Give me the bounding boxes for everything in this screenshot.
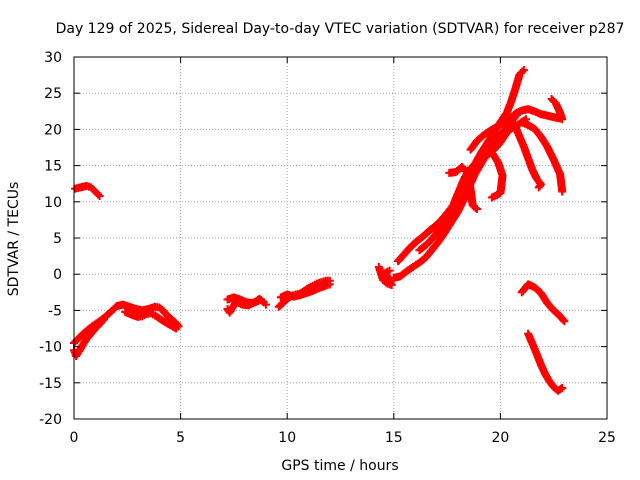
chart-title: Day 129 of 2025, Sidereal Day-to-day VTE… — [56, 21, 625, 37]
y-tick-label: 30 — [44, 50, 62, 66]
data-point — [472, 205, 481, 214]
y-tick-label: 25 — [44, 86, 62, 102]
series-s17 — [547, 94, 567, 124]
series-s16 — [517, 118, 567, 196]
data-point — [558, 115, 567, 124]
data-point — [471, 203, 480, 212]
data-point — [518, 67, 527, 76]
y-tick-label: -15 — [39, 376, 62, 392]
y-tick-label: 10 — [44, 195, 62, 211]
data-point — [558, 383, 567, 392]
y-tick-label: 15 — [44, 159, 62, 175]
series-s20 — [517, 280, 569, 326]
series-s15 — [504, 116, 545, 192]
y-tick-label: -20 — [39, 412, 62, 428]
data-point — [255, 296, 264, 305]
series-s4 — [121, 307, 181, 333]
data-point — [261, 300, 270, 309]
data-point — [559, 315, 568, 324]
series-s6 — [223, 293, 264, 308]
x-tick-label: 5 — [176, 430, 185, 446]
x-tick-label: 10 — [278, 430, 296, 446]
data-point — [172, 324, 181, 333]
data-point — [519, 66, 528, 75]
x-tick-label: 0 — [70, 430, 79, 446]
data-point — [534, 183, 543, 192]
y-tick-label: 5 — [53, 231, 62, 247]
data-point — [95, 192, 104, 201]
y-tick-label: -10 — [39, 340, 62, 356]
data-point — [487, 193, 496, 202]
data-point — [560, 317, 569, 326]
y-tick-label: -5 — [48, 303, 62, 319]
series-s21 — [524, 329, 567, 395]
y-tick-label: 20 — [44, 122, 62, 138]
x-tick-label: 20 — [491, 430, 509, 446]
series-s9 — [374, 262, 396, 290]
series-s1 — [71, 181, 104, 201]
data-point — [535, 181, 544, 190]
data-point — [325, 280, 334, 289]
series-s19 — [445, 163, 481, 214]
data-point — [385, 266, 394, 275]
y-tick-label: 0 — [53, 267, 62, 283]
series-s18 — [487, 148, 507, 202]
x-tick-label: 25 — [598, 430, 616, 446]
data-point — [94, 190, 103, 199]
y-axis-label: SDTVAR / TECUs — [6, 182, 22, 297]
series-s14 — [466, 105, 565, 154]
data-point — [558, 187, 567, 196]
axis-ticks: 0 5 10 15 20 25 -20 -15 -10 -5 0 5 10 15 20 25 30 — [39, 50, 616, 446]
series-s8 — [276, 280, 334, 302]
series-layer — [70, 66, 569, 395]
x-axis-label: GPS time / hours — [281, 458, 398, 474]
x-tick-label: 15 — [385, 430, 403, 446]
